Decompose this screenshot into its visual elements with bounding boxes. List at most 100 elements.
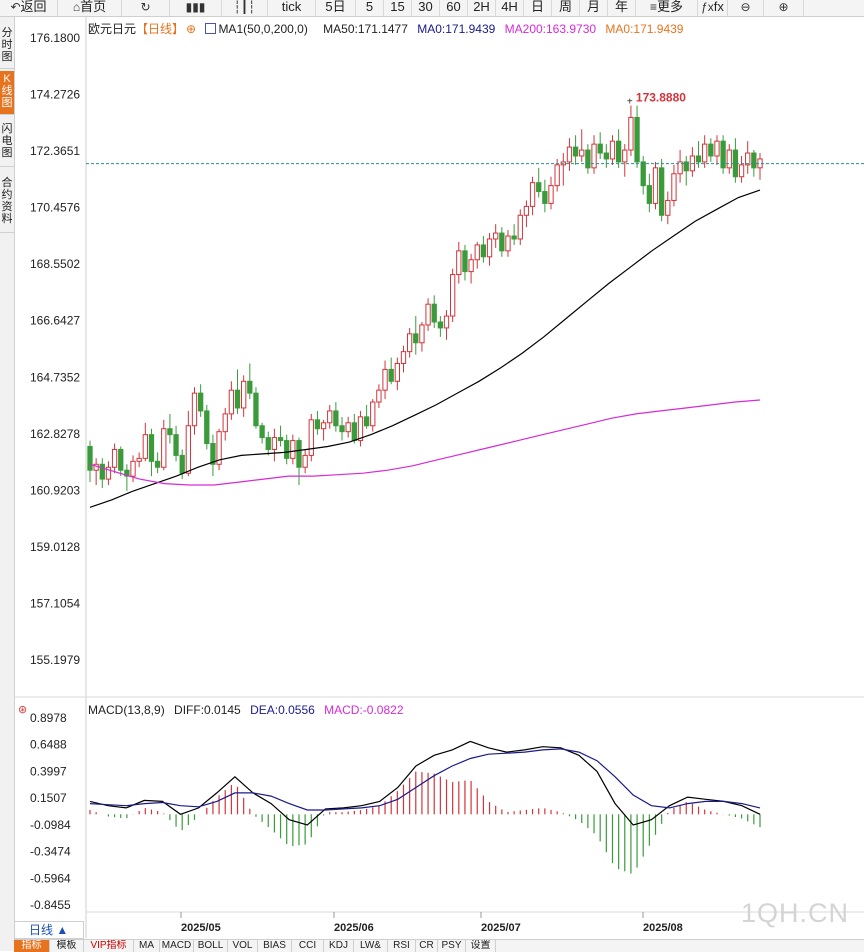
bottom-tab-10[interactable]: LW& xyxy=(354,940,388,952)
bottom-tab-2[interactable]: VIP指标 xyxy=(84,940,134,952)
macd-settings-icon[interactable]: ⊛ xyxy=(18,704,28,716)
toolbar-label: 年 xyxy=(614,0,628,14)
toolbar-button-p17[interactable]: ≡更多 xyxy=(636,0,698,16)
toolbar-label: 更多 xyxy=(657,0,684,14)
macd-tick-label: 0.6488 xyxy=(30,738,67,752)
price-tick-label: 168.5502 xyxy=(30,257,80,271)
candle-up xyxy=(579,149,585,157)
bottom-tab-1[interactable]: 模板 xyxy=(50,940,84,952)
candle-up xyxy=(450,274,456,317)
price-tick-label: 164.7352 xyxy=(30,370,80,384)
toolbar-label: tick xyxy=(281,0,302,14)
candle-down xyxy=(646,185,653,204)
candle-down xyxy=(296,440,302,468)
candle-down xyxy=(197,392,204,412)
zoom-out-icon: ⊖ xyxy=(740,0,751,14)
tab-kline[interactable]: K线图 xyxy=(0,71,14,115)
period-selector[interactable]: 日线 ▲ xyxy=(14,921,84,939)
candle-down xyxy=(363,416,370,427)
ma200-value: MA200:163.9730 xyxy=(504,22,597,36)
high-price-label: 173.8880 xyxy=(636,91,686,105)
bottom-tab-14[interactable]: 设置 xyxy=(466,940,496,952)
candle-up xyxy=(228,389,235,415)
toolbar-button-p8[interactable]: 15 xyxy=(384,0,412,16)
toolbar-button-p7[interactable]: 5 xyxy=(356,0,384,16)
candle-down xyxy=(462,250,468,273)
bottom-tab-5[interactable]: BOLL xyxy=(194,940,228,952)
tab-lightning[interactable]: 闪电图 xyxy=(0,121,14,167)
ma200-line xyxy=(89,399,761,486)
candle-up xyxy=(468,259,474,273)
left-sidebar: 分时图 K线图 闪电图 合约资料 xyxy=(0,17,15,951)
back-arrow-icon: ↶ xyxy=(10,0,21,14)
ma-title[interactable]: MA1(50,0,200,0) xyxy=(205,22,313,36)
macd-tick-label: -0.8455 xyxy=(30,898,71,912)
candle-down xyxy=(179,454,185,474)
tab-contract-info[interactable]: 合约资料 xyxy=(0,175,14,233)
add-indicator-icon[interactable]: ⊕ xyxy=(186,22,197,36)
candle-up xyxy=(665,199,671,216)
toolbar-label: 5 xyxy=(365,0,374,14)
bottom-tab-0[interactable]: 指标 xyxy=(14,940,50,952)
toolbar-label: 月 xyxy=(586,0,600,14)
candle-up xyxy=(738,164,745,178)
toolbar-button-p13[interactable]: 日 xyxy=(524,0,552,16)
menu-icon: ≡ xyxy=(649,0,657,14)
toolbar-button-p6[interactable]: 5日 xyxy=(316,0,356,16)
candle-down xyxy=(99,463,105,480)
bottom-tab-4[interactable]: MACD xyxy=(160,940,194,952)
candle-up xyxy=(726,149,732,169)
candle-up xyxy=(93,463,99,471)
toolbar-button-zoom-in[interactable]: ⊕ xyxy=(764,0,804,16)
ma0b-value: MA0:171.9439 xyxy=(605,22,684,36)
bottom-tab-11[interactable]: RSI xyxy=(388,940,416,952)
candle-down xyxy=(253,392,259,427)
candle-up xyxy=(222,413,228,433)
toolbar-button-bar-chart[interactable]: ▮▮▮ xyxy=(170,0,222,16)
candle-down xyxy=(259,425,265,439)
macd-dea-line xyxy=(89,748,761,811)
toolbar-button-p15[interactable]: 月 xyxy=(580,0,608,16)
toolbar-button-p14[interactable]: 周 xyxy=(552,0,580,16)
toolbar-button-p10[interactable]: 60 xyxy=(440,0,468,16)
candle-down xyxy=(154,460,161,468)
price-tick-label: 166.6427 xyxy=(30,314,80,328)
candle-up xyxy=(185,425,192,474)
candle-down xyxy=(431,303,437,323)
macd-tick-label: 0.8978 xyxy=(30,711,67,725)
toolbar-button-p9[interactable]: 30 xyxy=(412,0,440,16)
macd-tick-label: -0.3474 xyxy=(30,845,71,859)
toolbar-label: 周 xyxy=(558,0,572,14)
toolbar-button-p0[interactable]: ↶返回 xyxy=(0,0,58,16)
bottom-tab-13[interactable]: PSY xyxy=(438,940,466,952)
toolbar-button-refresh[interactable]: ↻ xyxy=(122,0,170,16)
bottom-tab-8[interactable]: CCI xyxy=(292,940,324,952)
candle-down xyxy=(708,143,714,157)
toolbar-label: fx xyxy=(713,0,724,14)
candle-down xyxy=(204,410,210,445)
toolbar-button-candlestick[interactable]: ┆┃┆ xyxy=(222,0,268,16)
toolbar-button-p12[interactable]: 4H xyxy=(496,0,524,16)
candle-up xyxy=(554,164,560,187)
toolbar-button-zoom-out[interactable]: ⊖ xyxy=(728,0,764,16)
bottom-tab-12[interactable]: CR xyxy=(416,940,438,952)
candle-up xyxy=(400,351,407,364)
bottom-tab-7[interactable]: BIAS xyxy=(258,940,292,952)
toolbar-button-p11[interactable]: 2H xyxy=(468,0,496,16)
tab-timeshare[interactable]: 分时图 xyxy=(0,25,14,69)
bottom-tab-3[interactable]: MA xyxy=(134,940,160,952)
candle-down xyxy=(388,368,394,382)
toolbar-label: 5日 xyxy=(325,0,346,14)
toolbar-button-p18[interactable]: ƒxfx xyxy=(698,0,728,16)
toolbar-button-p5[interactable]: tick xyxy=(268,0,316,16)
candle-down xyxy=(480,244,487,258)
watermark: 1QH.CN xyxy=(741,898,850,928)
price-tick-label: 155.1979 xyxy=(30,653,80,667)
indicator-tabs-bar: 指标 模板 VIP指标 MA MACD BOLL VOL BIAS CCI KDJ LW& RSI CR… xyxy=(14,939,864,952)
toolbar-button-p16[interactable]: 年 xyxy=(608,0,636,16)
toolbar-button-p1[interactable]: ⌂首页 xyxy=(58,0,122,16)
bottom-tab-6[interactable]: VOL xyxy=(228,940,258,952)
candle-up xyxy=(609,140,616,160)
bottom-tab-9[interactable]: KDJ xyxy=(324,940,354,952)
